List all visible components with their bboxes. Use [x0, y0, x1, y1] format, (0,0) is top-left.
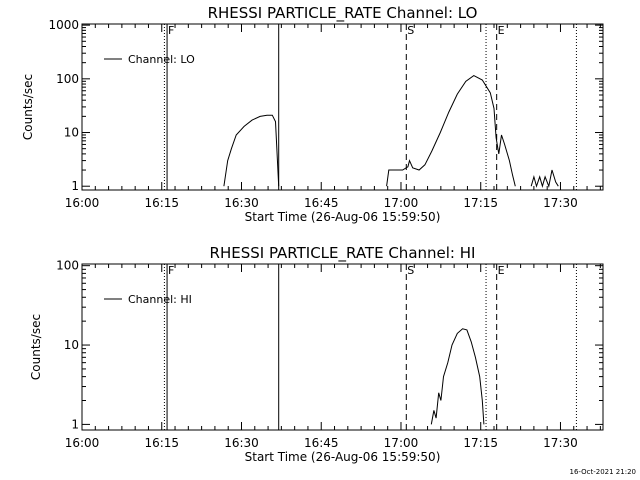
x-tick-label: 16:00	[65, 196, 100, 210]
x-axis-label: Start Time (26-Aug-06 15:59:50)	[245, 450, 441, 464]
y-tick-label: 10	[64, 338, 79, 352]
y-tick-label: 1	[71, 179, 79, 193]
y-tick-label: 100	[56, 72, 79, 86]
x-tick-label: 16:00	[65, 436, 100, 450]
y-tick-label: 10	[64, 126, 79, 140]
x-tick-label: 16:45	[304, 436, 339, 450]
series-line-segment	[530, 169, 559, 189]
chart-title: RHESSI PARTICLE_RATE Channel: LO	[208, 4, 478, 23]
event-marker-label: F	[168, 264, 174, 277]
x-tick-label: 17:15	[463, 196, 498, 210]
event-marker-label: F	[168, 24, 174, 37]
y-tick-label: 100	[56, 259, 79, 273]
plot-frame	[81, 263, 604, 431]
chart-title: RHESSI PARTICLE_RATE Channel: HI	[210, 244, 476, 263]
y-axis-label: Counts/sec	[21, 74, 35, 140]
x-tick-label: 17:30	[543, 196, 578, 210]
x-axis-label: Start Time (26-Aug-06 15:59:50)	[245, 210, 441, 224]
x-tick-label: 16:30	[224, 196, 259, 210]
series-line-segment	[430, 328, 485, 425]
x-tick-label: 16:30	[224, 436, 259, 450]
footer-timestamp: 16-Oct-2021 21:20	[570, 468, 636, 476]
y-tick-label: 1	[71, 417, 79, 431]
x-tick-label: 16:15	[144, 196, 179, 210]
x-tick-label: 17:00	[384, 436, 419, 450]
legend-entry: Channel: HI	[128, 293, 192, 306]
y-axis-label: Counts/sec	[29, 314, 43, 380]
x-tick-label: 17:00	[384, 196, 419, 210]
x-tick-label: 17:30	[543, 436, 578, 450]
plot-frame	[81, 23, 604, 191]
event-marker-label: E	[498, 264, 505, 277]
legend-entry: Channel: LO	[128, 53, 195, 66]
series-line-segment	[223, 114, 280, 187]
x-tick-label: 16:15	[144, 436, 179, 450]
event-marker-label: S	[407, 24, 414, 37]
event-marker-label: E	[498, 24, 505, 37]
event-marker-label: S	[407, 264, 414, 277]
x-tick-label: 17:15	[463, 436, 498, 450]
series-line-segment	[386, 75, 516, 187]
y-tick-label: 1000	[48, 18, 79, 32]
x-tick-label: 16:45	[304, 196, 339, 210]
